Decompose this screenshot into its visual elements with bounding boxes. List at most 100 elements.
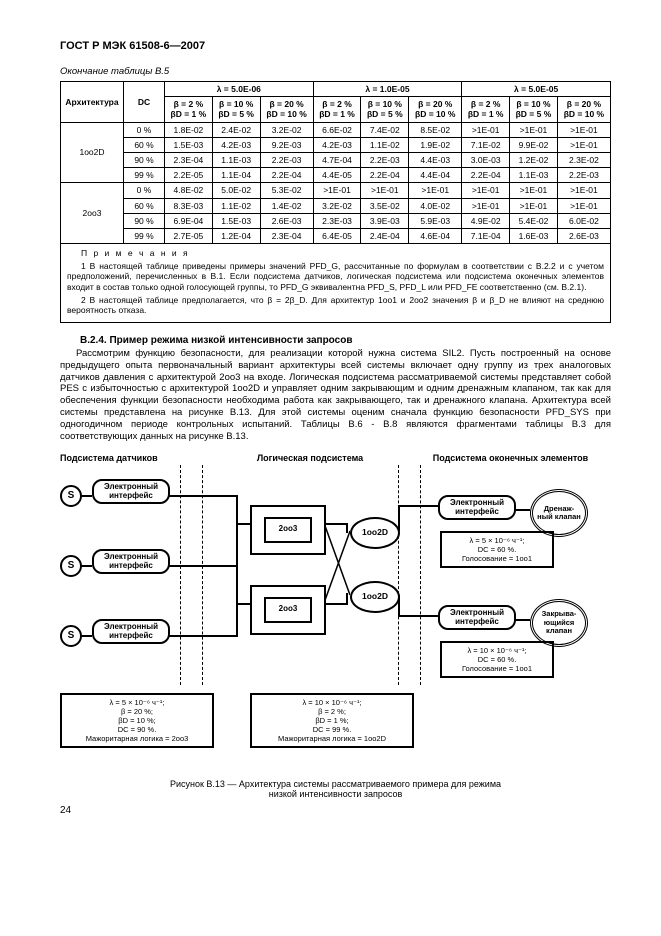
beta-header: β = 2 % βD = 1 %	[462, 97, 510, 122]
value-cell: 6.6E-02	[313, 122, 361, 137]
shut-valve: Закрыва- ющийся клапан	[530, 599, 588, 647]
table-row: 60 %1.5E-034.2E-039.2E-034.2E-031.1E-021…	[61, 137, 611, 152]
value-cell: >1E-01	[409, 183, 462, 198]
fe-iface-2: Электронный интерфейс	[438, 605, 516, 631]
dc-cell: 99 %	[124, 168, 165, 183]
fe-iface-1: Электронный интерфейс	[438, 495, 516, 521]
params-sensor: λ = 5 × 10⁻⁶ ч⁻¹; β = 20 %; βD = 10 %; D…	[60, 693, 214, 748]
value-cell: 4.6E-04	[409, 228, 462, 243]
params-logic: λ = 10 × 10⁻⁶ ч⁻¹; β = 2 %; βD = 1 %; DC…	[250, 693, 414, 748]
standard-id: ГОСТ Р МЭК 61508-6—2007	[60, 40, 611, 52]
value-cell: 1.1E-04	[212, 168, 260, 183]
value-cell: 2.3E-04	[260, 228, 313, 243]
value-cell: 9.2E-03	[260, 137, 313, 152]
sensor-s1: S	[60, 485, 82, 507]
value-cell: >1E-01	[510, 183, 558, 198]
notes-title: П р и м е ч а н и я	[67, 248, 604, 259]
sensor-s3: S	[60, 625, 82, 647]
table-row: 90 %6.9E-041.5E-032.6E-032.3E-033.9E-035…	[61, 213, 611, 228]
value-cell: 4.2E-03	[212, 137, 260, 152]
beta-header: β = 20 % βD = 10 %	[557, 97, 610, 122]
beta-header: β = 20 % βD = 10 %	[260, 97, 313, 122]
architecture-diagram: S Электронный интерфейс S Электронный ин…	[60, 465, 600, 775]
drain-valve: Дренаж- ный клапан	[530, 489, 588, 537]
value-cell: 2.2E-04	[260, 168, 313, 183]
value-cell: 6.9E-04	[165, 213, 213, 228]
value-cell: 7.4E-02	[361, 122, 409, 137]
figure-b13: Подсистема датчиков Логическая подсистем…	[60, 453, 611, 799]
value-cell: 1.8E-02	[165, 122, 213, 137]
value-cell: 8.5E-02	[409, 122, 462, 137]
value-cell: 2.4E-04	[361, 228, 409, 243]
value-cell: >1E-01	[313, 183, 361, 198]
beta-header: β = 10 % βD = 5 %	[510, 97, 558, 122]
section-title: В.2.4. Пример режима низкой интенсивност…	[80, 335, 611, 346]
beta-header: β = 20 % βD = 10 %	[409, 97, 462, 122]
value-cell: 2.7E-05	[165, 228, 213, 243]
fig-col1: Подсистема датчиков	[60, 453, 210, 463]
value-cell: 2.3E-02	[557, 152, 610, 167]
logic-2oo3-a: 2oo3	[264, 517, 312, 543]
value-cell: 2.3E-03	[313, 213, 361, 228]
value-cell: 2.2E-04	[361, 168, 409, 183]
value-cell: 5.9E-03	[409, 213, 462, 228]
table-row: 2oo30 %4.8E-025.0E-025.3E-02>1E-01>1E-01…	[61, 183, 611, 198]
value-cell: 1.1E-03	[510, 168, 558, 183]
oval-1oo2d-b: 1oo2D	[350, 581, 400, 613]
note-1: 1 В настоящей таблице приведены примеры …	[67, 261, 604, 293]
value-cell: 2.2E-04	[462, 168, 510, 183]
value-cell: 1.1E-02	[361, 137, 409, 152]
pfd-table: Архитектура DC λ = 5.0E-06 λ = 1.0E-05 λ…	[60, 81, 611, 244]
value-cell: 3.0E-03	[462, 152, 510, 167]
dc-cell: 60 %	[124, 137, 165, 152]
page: ГОСТ Р МЭК 61508-6—2007 Окончание таблиц…	[0, 0, 661, 836]
value-cell: 6.4E-05	[313, 228, 361, 243]
table-caption: Окончание таблицы В.5	[60, 66, 611, 77]
value-cell: 1.4E-02	[260, 198, 313, 213]
logic-2oo3-b: 2oo3	[264, 597, 312, 623]
dc-cell: 0 %	[124, 183, 165, 198]
value-cell: 4.2E-03	[313, 137, 361, 152]
value-cell: >1E-01	[510, 122, 558, 137]
page-number: 24	[60, 805, 611, 816]
value-cell: >1E-01	[462, 183, 510, 198]
dc-cell: 0 %	[124, 122, 165, 137]
dc-cell: 60 %	[124, 198, 165, 213]
iface-3: Электронный интерфейс	[92, 619, 170, 645]
beta-header: β = 2 % βD = 1 %	[313, 97, 361, 122]
value-cell: >1E-01	[557, 122, 610, 137]
value-cell: >1E-01	[510, 198, 558, 213]
table-row: 99 %2.7E-051.2E-042.3E-046.4E-052.4E-044…	[61, 228, 611, 243]
value-cell: 3.2E-02	[313, 198, 361, 213]
value-cell: 2.2E-05	[165, 168, 213, 183]
value-cell: 4.4E-04	[409, 168, 462, 183]
value-cell: 3.5E-02	[361, 198, 409, 213]
table-row: 1oo2D0 %1.8E-022.4E-023.2E-026.6E-027.4E…	[61, 122, 611, 137]
beta-header: β = 2 % βD = 1 %	[165, 97, 213, 122]
value-cell: 1.5E-03	[212, 213, 260, 228]
value-cell: >1E-01	[361, 183, 409, 198]
value-cell: 4.0E-02	[409, 198, 462, 213]
value-cell: 2.2E-03	[260, 152, 313, 167]
value-cell: 4.8E-02	[165, 183, 213, 198]
arch-cell: 1oo2D	[61, 122, 124, 183]
lambda-2: λ = 1.0E-05	[313, 82, 462, 97]
params-fe-2: λ = 10 × 10⁻⁶ ч⁻¹; DC = 60 %. Голосовани…	[440, 641, 554, 678]
iface-1: Электронный интерфейс	[92, 479, 170, 505]
value-cell: 2.2E-03	[361, 152, 409, 167]
value-cell: 3.9E-03	[361, 213, 409, 228]
value-cell: >1E-01	[462, 122, 510, 137]
value-cell: 1.6E-03	[510, 228, 558, 243]
table-row: 60 %8.3E-031.1E-021.4E-023.2E-023.5E-024…	[61, 198, 611, 213]
value-cell: 2.6E-03	[260, 213, 313, 228]
value-cell: 2.3E-04	[165, 152, 213, 167]
value-cell: 7.1E-02	[462, 137, 510, 152]
col-arch: Архитектура	[61, 82, 124, 123]
value-cell: >1E-01	[557, 183, 610, 198]
value-cell: 2.2E-03	[557, 168, 610, 183]
value-cell: 6.0E-02	[557, 213, 610, 228]
dc-cell: 90 %	[124, 213, 165, 228]
value-cell: 1.9E-02	[409, 137, 462, 152]
table-row: 99 %2.2E-051.1E-042.2E-044.4E-052.2E-044…	[61, 168, 611, 183]
value-cell: 4.9E-02	[462, 213, 510, 228]
